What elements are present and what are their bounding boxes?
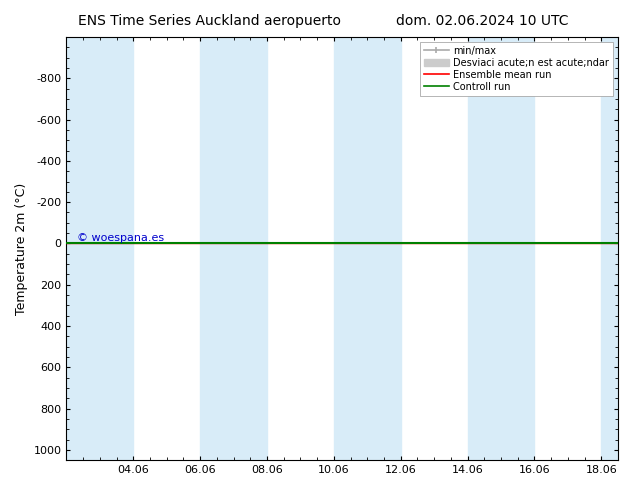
Bar <box>334 37 401 460</box>
Bar <box>200 37 267 460</box>
Text: © woespana.es: © woespana.es <box>77 233 165 244</box>
Bar <box>67 37 133 460</box>
Text: ENS Time Series Auckland aeropuerto: ENS Time Series Auckland aeropuerto <box>78 14 340 28</box>
Legend: min/max, Desviaci acute;n est acute;ndar, Ensemble mean run, Controll run: min/max, Desviaci acute;n est acute;ndar… <box>420 42 613 96</box>
Text: dom. 02.06.2024 10 UTC: dom. 02.06.2024 10 UTC <box>396 14 568 28</box>
Y-axis label: Temperature 2m (°C): Temperature 2m (°C) <box>15 182 28 315</box>
Bar <box>468 37 534 460</box>
Bar <box>601 37 618 460</box>
